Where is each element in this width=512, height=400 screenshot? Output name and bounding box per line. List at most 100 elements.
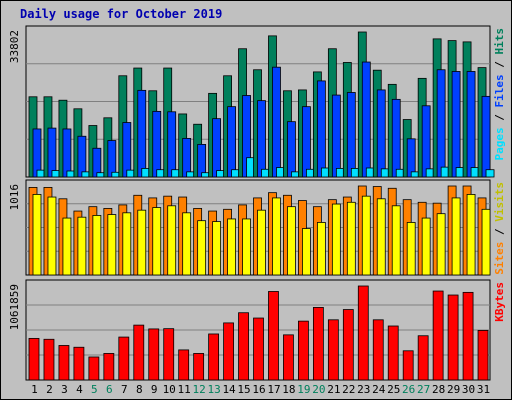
bar-visits-day-6 xyxy=(107,214,117,276)
bar-visits-day-22 xyxy=(346,201,356,276)
bar-visits-day-11 xyxy=(182,212,192,276)
bar-files-day-6 xyxy=(107,140,117,178)
x-tick-label-23: 23 xyxy=(357,383,370,396)
x-tick-label-10: 10 xyxy=(163,383,176,396)
y-max-label: 33802 xyxy=(8,30,21,63)
x-tick-label-24: 24 xyxy=(372,383,386,396)
bar-kbytes-day-24 xyxy=(372,319,384,381)
bar-visits-day-13 xyxy=(212,221,222,276)
bar-kbytes-day-15 xyxy=(238,312,249,381)
bar-files-day-20 xyxy=(316,80,326,178)
x-tick-label-8: 8 xyxy=(136,383,143,396)
bar-kbytes-day-20 xyxy=(312,307,324,381)
bar-files-day-17 xyxy=(272,66,281,178)
bar-kbytes-day-6 xyxy=(103,353,115,381)
bar-kbytes-day-14 xyxy=(223,322,234,381)
bar-files-day-21 xyxy=(331,94,341,178)
bar-pages-day-31 xyxy=(485,169,495,178)
bar-files-day-22 xyxy=(346,92,356,178)
bar-files-day-19 xyxy=(302,106,311,178)
x-tick-label-11: 11 xyxy=(178,383,191,396)
bar-visits-day-2 xyxy=(47,196,57,276)
x-tick-label-13: 13 xyxy=(207,383,220,396)
bar-kbytes-day-25 xyxy=(387,325,399,381)
bar-files-day-30 xyxy=(466,71,476,178)
bar-visits-day-24 xyxy=(376,198,386,276)
bar-files-day-9 xyxy=(152,110,162,178)
chart-title: Daily usage for October 2019 xyxy=(20,7,223,21)
bar-files-day-28 xyxy=(436,69,446,178)
bar-kbytes-day-3 xyxy=(58,345,70,381)
bar-files-day-7 xyxy=(122,122,132,178)
x-tick-label-1: 1 xyxy=(31,383,38,396)
bar-kbytes-day-2 xyxy=(43,338,55,381)
bar-kbytes-day-7 xyxy=(118,336,130,381)
bar-visits-day-5 xyxy=(92,215,102,276)
bar-files-day-23 xyxy=(361,61,371,178)
bar-visits-day-18 xyxy=(287,206,296,276)
bar-files-day-8 xyxy=(137,89,147,178)
legend-top: Pages / Files / Hits xyxy=(493,28,506,161)
x-tick-label-16: 16 xyxy=(252,383,265,396)
x-tick-label-12: 12 xyxy=(193,383,206,396)
bar-kbytes-day-8 xyxy=(133,324,145,381)
x-tick-label-15: 15 xyxy=(237,383,250,396)
x-tick-label-19: 19 xyxy=(297,383,310,396)
bar-visits-day-28 xyxy=(436,213,446,276)
bar-visits-day-9 xyxy=(152,207,162,276)
bar-visits-day-26 xyxy=(406,222,416,276)
bar-kbytes-day-22 xyxy=(342,309,354,381)
bar-files-day-12 xyxy=(197,143,207,178)
bar-visits-day-21 xyxy=(331,203,341,276)
bar-visits-day-8 xyxy=(137,209,147,276)
x-tick-label-9: 9 xyxy=(151,383,158,396)
bar-files-day-25 xyxy=(391,98,401,178)
bar-kbytes-day-29 xyxy=(447,294,459,381)
x-tick-label-30: 30 xyxy=(462,383,475,396)
y-max-label: 1061859 xyxy=(8,284,21,330)
bar-kbytes-day-31 xyxy=(477,330,489,381)
y-max-label: 1016 xyxy=(8,184,21,211)
bar-visits-day-23 xyxy=(361,195,371,276)
bar-files-day-24 xyxy=(376,89,386,178)
bar-kbytes-day-10 xyxy=(163,328,175,381)
bar-files-day-18 xyxy=(287,121,296,178)
x-tick-label-20: 20 xyxy=(312,383,325,396)
x-tick-label-17: 17 xyxy=(267,383,280,396)
bar-kbytes-day-30 xyxy=(462,291,474,381)
bar-kbytes-day-18 xyxy=(283,334,294,381)
legend-middle: Sites / Visits xyxy=(493,182,506,275)
x-tick-label-25: 25 xyxy=(387,383,400,396)
bar-visits-day-25 xyxy=(391,205,401,276)
x-tick-label-3: 3 xyxy=(61,383,68,396)
bar-files-day-16 xyxy=(257,100,266,178)
x-tick-label-4: 4 xyxy=(76,383,83,396)
bar-kbytes-day-16 xyxy=(253,317,264,381)
bar-files-day-13 xyxy=(212,118,222,178)
x-tick-label-2: 2 xyxy=(46,383,53,396)
bar-visits-day-27 xyxy=(421,217,431,276)
bar-visits-day-1 xyxy=(32,194,42,276)
bar-files-day-29 xyxy=(451,71,461,178)
bar-visits-day-20 xyxy=(316,222,326,276)
bar-kbytes-day-12 xyxy=(193,353,205,381)
bar-kbytes-day-28 xyxy=(432,290,444,381)
bar-files-day-31 xyxy=(481,95,491,178)
x-tick-label-14: 14 xyxy=(222,383,236,396)
bar-visits-day-29 xyxy=(451,197,461,276)
bar-visits-day-17 xyxy=(272,197,281,276)
bar-kbytes-day-5 xyxy=(88,356,100,381)
bar-files-day-11 xyxy=(182,137,192,178)
x-tick-label-6: 6 xyxy=(106,383,113,396)
x-tick-label-5: 5 xyxy=(91,383,98,396)
bar-files-day-4 xyxy=(77,135,87,178)
bar-kbytes-day-19 xyxy=(298,320,309,381)
bar-visits-day-12 xyxy=(197,220,207,276)
bar-kbytes-day-4 xyxy=(73,346,85,381)
bar-visits-day-14 xyxy=(227,218,236,276)
bar-kbytes-day-1 xyxy=(28,337,40,381)
bar-visits-day-7 xyxy=(122,212,132,276)
bar-files-day-27 xyxy=(421,105,431,178)
bar-kbytes-day-21 xyxy=(327,319,339,381)
